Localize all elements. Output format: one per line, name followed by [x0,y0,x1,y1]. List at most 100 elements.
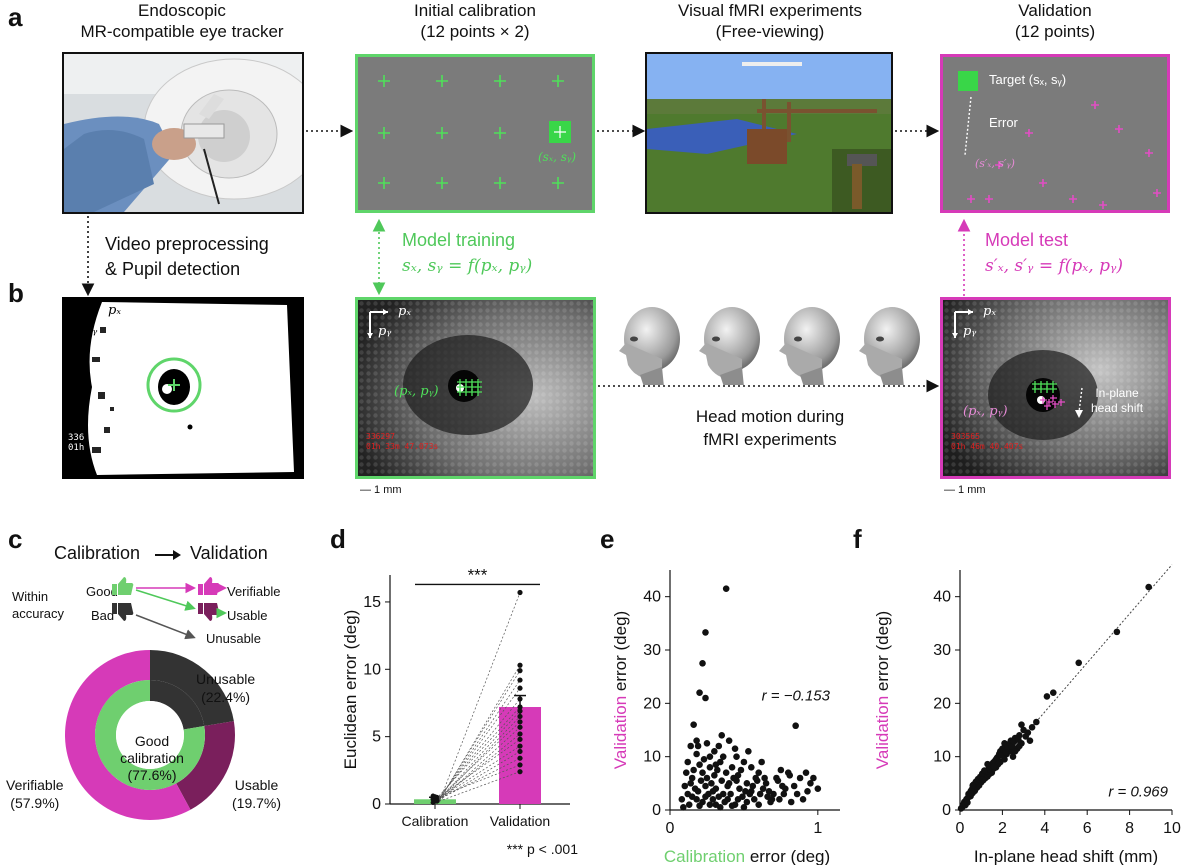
scatter-point [700,756,708,763]
scatter-point [719,790,727,798]
validation-point [517,677,523,683]
col1-title: Endoscopic MR-compatible eye tracker [80,1,284,41]
scatter-point [712,761,720,768]
x-tick-label: 10 [1163,820,1181,837]
thumb-down-icon-dark [112,603,134,621]
scatter-point [690,721,697,728]
scatter-point [702,694,709,702]
head-motion-text: Head motion during fMRI experiments [695,407,845,449]
scatter-point [755,769,762,776]
y-axis-label: Validation error (deg) [873,611,892,769]
validation-target-label: Target (sₓ, sᵧ) [989,72,1067,87]
donut-outer-usable [176,721,235,810]
validation-point [517,708,523,714]
validation-point [517,704,523,710]
y-tick-label: 5 [372,729,381,746]
scatter-point [740,804,748,811]
scatter-point [709,788,717,795]
scatter-point [768,796,776,803]
head-icon [779,307,840,385]
scatter-point [737,766,745,774]
calibration-cross-icon [554,126,566,138]
validation-cross-icon [1115,125,1123,133]
calibration-cross-icon [494,177,506,189]
x-tick-label: 0 [666,820,675,837]
scatter-point [793,790,801,798]
scatter-point [780,790,788,798]
calibration-cross-icon [494,127,506,139]
axis-py-label: pᵧ [84,323,98,338]
scatter-point [749,782,757,790]
verifiable-label: Verifiable [227,584,281,599]
col4-title: Validation (12 points) [1014,1,1096,41]
scatter-point [708,780,715,787]
model-test-equation: s′ₓ, s′ᵧ = f(pₓ, pᵧ) [985,256,1124,276]
gaze-cross-icon [1050,386,1057,393]
gaze-cross-icon [1032,386,1039,393]
validation-cross-icon [1145,149,1153,157]
y-tick-label: 40 [933,589,951,606]
axis-indicator [949,308,989,353]
scatter-point [687,742,694,750]
gaze-cross-icon [1052,401,1059,408]
scatter-point [728,802,736,810]
scale-bar-b4: — 1 mm [944,484,986,496]
validation-cross-icon [985,195,993,203]
scatter-point [787,798,795,806]
validation-point [517,685,523,691]
c-title-arrow [155,550,181,560]
gaze-cross-icon [1038,386,1045,393]
panel-label-b: b [8,278,24,308]
scatter-point [702,629,709,636]
paired-line [438,721,521,799]
pupil-label: (pₓ, pᵧ) [963,404,1008,419]
scatter-point [790,782,798,790]
scatter-point [680,804,687,811]
validation-cross-icon [1039,179,1047,187]
scatter-point [779,782,786,790]
scatter-point [1145,583,1152,591]
scatter-point [697,777,705,784]
paired-line [438,679,521,800]
calibration-cross-icon [378,177,390,189]
panel-label-c: c [8,524,23,554]
scatter-point [734,796,742,803]
scatter-point [728,764,736,771]
scatter-point [761,774,768,782]
scatter-point [807,780,814,787]
scatter-point [711,748,718,755]
panel-label-f: f [853,524,862,554]
scatter-point [1043,693,1051,700]
flow-arrows [81,124,971,393]
scatter-point [719,753,727,760]
scatter-point [746,790,754,798]
headshift-vs-validation-scatter: 0 10 20 30 40 0 2 4 6 8 10 r = 0.969 In-plane head s… [873,564,1181,865]
gaze-cross-icon [1046,399,1053,406]
scatter-point [753,777,761,784]
thumb-up-icon-green [112,577,134,595]
y-tick-label: 0 [372,796,381,813]
gaze-cross-icon [463,389,470,396]
paired-line [438,592,521,803]
calibration-point [432,794,438,799]
calibration-cross-icon [378,75,390,87]
euclidean-error-bar-chart: 0 5 10 15 Calibration Validation *** Euclidean … [341,565,578,857]
scatter-point [681,782,689,790]
x-tick-label: Validation [490,813,550,829]
validation-point [517,769,523,775]
panel-label-a: a [8,2,23,32]
calibration-cross-icon [436,177,448,189]
axis-indicator [364,308,404,353]
y-tick-label: 15 [363,594,381,611]
thumb-down-icon-plum [198,603,220,621]
scatter-point [759,785,767,792]
scatter-point [810,774,817,782]
scatter-point [718,777,726,784]
usable-label: Usable [227,608,268,623]
c-title-validation: Validation [190,543,268,563]
donut-label-unusable: Unusable (22.4%) [196,671,256,705]
paired-line [438,764,521,797]
y-tick-label: 20 [643,695,661,712]
thumb-up-icon-magenta [198,577,220,595]
axis-px-label: pₓ [983,304,996,319]
